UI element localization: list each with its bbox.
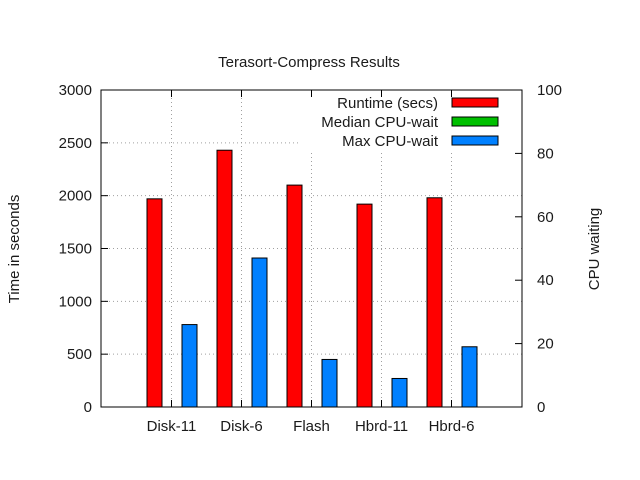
y-tick-label: 3000 [59, 82, 92, 99]
bar-max-cpu-wait-disk-6 [251, 257, 268, 408]
bar-max-cpu-wait-hbrd-6 [461, 346, 478, 408]
y-axis-label: Time in seconds [6, 195, 23, 304]
y-tick-label: 1500 [59, 241, 92, 258]
y2-tick-label: 40 [537, 272, 554, 289]
legend: Runtime (secs) Median CPU-wait Max CPU-wai… [321, 95, 499, 150]
y2-tick-label: 80 [537, 145, 554, 162]
legend-swatch [451, 97, 499, 108]
bar-runtime-secs-hbrd-6 [426, 197, 443, 408]
bar-runtime-secs-hbrd-11 [356, 203, 373, 408]
x-tick-label: Disk-6 [220, 418, 263, 435]
ticks-layer: 0 500 1000 1500 2000 2500 3000 0 20 40 60 80 100 Disk… [59, 82, 562, 435]
y-tick-label: 2500 [59, 135, 92, 152]
bar-max-cpu-wait-hbrd-11 [391, 377, 408, 408]
y2-tick-label: 60 [537, 209, 554, 226]
bar-max-cpu-wait-disk-11 [181, 324, 198, 408]
y-tick-label: 500 [67, 346, 92, 363]
x-tick-label: Flash [293, 418, 330, 435]
legend-label: Max CPU-wait [342, 133, 439, 150]
y2-tick-label: 20 [537, 336, 554, 353]
bar-runtime-secs-flash [286, 184, 303, 408]
x-tick-label: Disk-11 [147, 418, 197, 435]
x-tick-label: Hbrd-6 [429, 418, 475, 435]
chart-title: Terasort-Compress Results [218, 54, 400, 71]
bars-layer [146, 149, 478, 408]
bar-max-cpu-wait-flash [321, 358, 338, 408]
y2-tick-label: 100 [537, 82, 562, 99]
y-tick-label: 2000 [59, 188, 92, 205]
legend-swatch [451, 116, 499, 127]
legend-label: Runtime (secs) [337, 95, 438, 112]
bar-runtime-secs-disk-11 [146, 198, 163, 408]
y-tick-label: 0 [84, 399, 92, 416]
legend-label: Median CPU-wait [321, 114, 439, 131]
y2-axis-label: CPU waiting [586, 208, 603, 291]
x-tick-label: Hbrd-11 [355, 418, 408, 435]
bar-runtime-secs-disk-6 [216, 149, 233, 408]
y-tick-label: 1000 [59, 293, 92, 310]
grid-layer [101, 90, 522, 407]
legend-swatch [451, 135, 499, 146]
y2-tick-label: 0 [537, 399, 545, 416]
